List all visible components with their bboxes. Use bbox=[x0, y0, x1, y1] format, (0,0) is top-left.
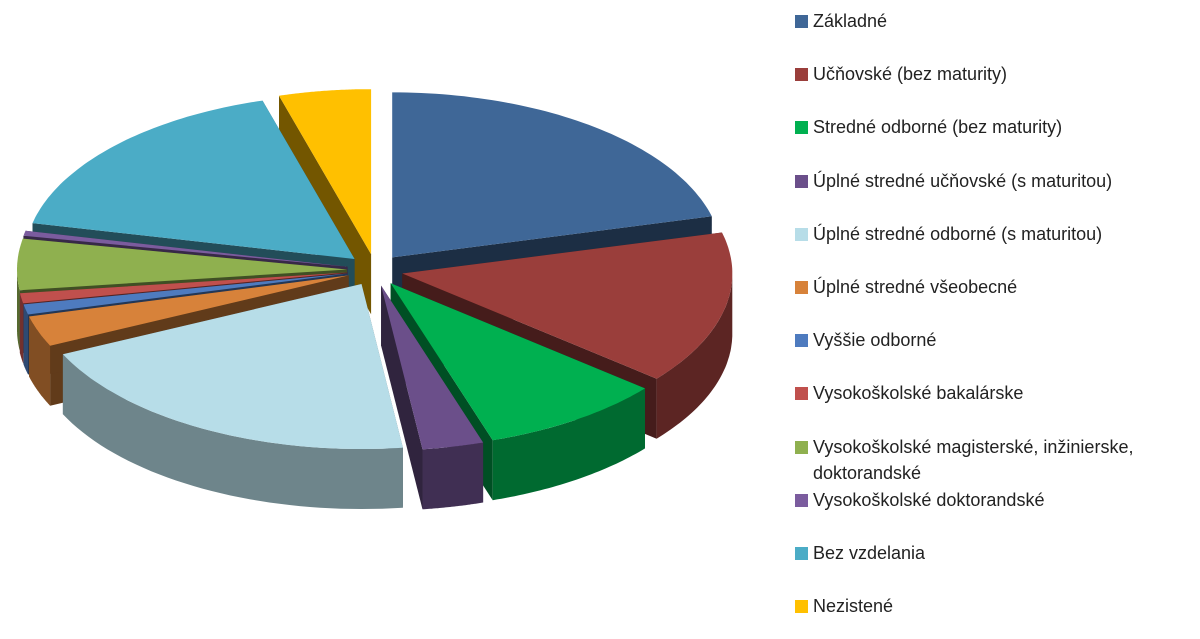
slice-top bbox=[390, 283, 645, 441]
slice-top bbox=[32, 100, 355, 259]
legend-item: Nezistené bbox=[795, 593, 1195, 619]
legend-label: Stredné odborné (bez maturity) bbox=[813, 117, 1063, 138]
slice-top bbox=[279, 89, 372, 255]
legend-item: Základné bbox=[795, 8, 1195, 34]
slice-top bbox=[62, 284, 403, 449]
legend-swatch bbox=[795, 121, 808, 135]
legend-label: Základné bbox=[813, 11, 888, 31]
legend-label: Úplné stredné všeobecné bbox=[813, 277, 1018, 297]
slice-top bbox=[402, 232, 733, 379]
slice bbox=[62, 284, 403, 509]
slice-wall bbox=[29, 316, 51, 406]
slice-top bbox=[19, 272, 348, 304]
legend-label: Bez vzdelania bbox=[813, 543, 926, 563]
slice-wall bbox=[62, 354, 403, 509]
legend-swatch bbox=[795, 493, 808, 507]
slice-top bbox=[29, 275, 349, 346]
chart bbox=[17, 89, 733, 510]
legend-item: Vysokoškolské doktorandské bbox=[795, 487, 1195, 513]
legend-label: Nezistené bbox=[813, 596, 894, 617]
slice-top bbox=[381, 285, 484, 450]
legend-swatch bbox=[795, 68, 808, 82]
legend-item: Úplné stredné všeobecné bbox=[795, 274, 1195, 300]
slice-top bbox=[23, 230, 348, 267]
slice-top bbox=[17, 238, 347, 291]
slice-top bbox=[23, 273, 348, 315]
legend-swatch bbox=[795, 227, 808, 241]
legend-label: Vyššie odborné bbox=[813, 330, 937, 351]
legend-swatch bbox=[795, 387, 808, 401]
slice bbox=[381, 285, 484, 510]
legend-item: Vyššie odborné bbox=[795, 327, 1195, 353]
legend-item: Úplné stredné odborné (s maturitou) bbox=[795, 221, 1195, 247]
slice-wall bbox=[656, 273, 733, 439]
slice-wall bbox=[23, 304, 28, 375]
legend-swatch bbox=[795, 281, 808, 294]
legend-label: Vysokoškolské bakalárske bbox=[813, 383, 1024, 404]
legend-swatch bbox=[795, 440, 808, 454]
slice-wall bbox=[422, 442, 484, 510]
legend-item: Vysokoškolské bakalárske bbox=[795, 380, 1195, 406]
legend-item: Stredné odborné (bez maturity) bbox=[795, 114, 1195, 140]
legend-swatch bbox=[795, 15, 808, 28]
legend-swatch bbox=[795, 334, 808, 348]
legend-item: Učňovské (bez maturity) bbox=[795, 61, 1195, 87]
slice-wall bbox=[17, 269, 20, 351]
legend-label: Učňovské (bez maturity) bbox=[813, 64, 1008, 85]
slice-wall bbox=[19, 293, 24, 364]
legend-swatch bbox=[795, 547, 808, 560]
legend-label: Vysokoškolské doktorandské bbox=[813, 489, 1045, 510]
legend-swatch bbox=[795, 600, 808, 614]
slice-side bbox=[381, 285, 423, 510]
legend-label: Úplné stredné učňovské (s maturitou) bbox=[813, 170, 1113, 191]
legend-item: Vysokoškolské magisterské, inžinierske, … bbox=[795, 434, 1195, 486]
legend-item: Bez vzdelania bbox=[795, 540, 1195, 566]
slice-top bbox=[392, 92, 712, 258]
slice-wall bbox=[492, 388, 645, 501]
legend-label: Úplné stredné odborné (s maturitou) bbox=[813, 223, 1103, 244]
legend-label: Vysokoškolské magisterské, inžinierske, … bbox=[813, 436, 1134, 483]
legend: Základné Učňovské (bez maturity) Stredné o… bbox=[795, 0, 1195, 639]
legend-item: Úplné stredné učňovské (s maturitou) bbox=[795, 168, 1195, 194]
legend-swatch bbox=[795, 174, 808, 188]
